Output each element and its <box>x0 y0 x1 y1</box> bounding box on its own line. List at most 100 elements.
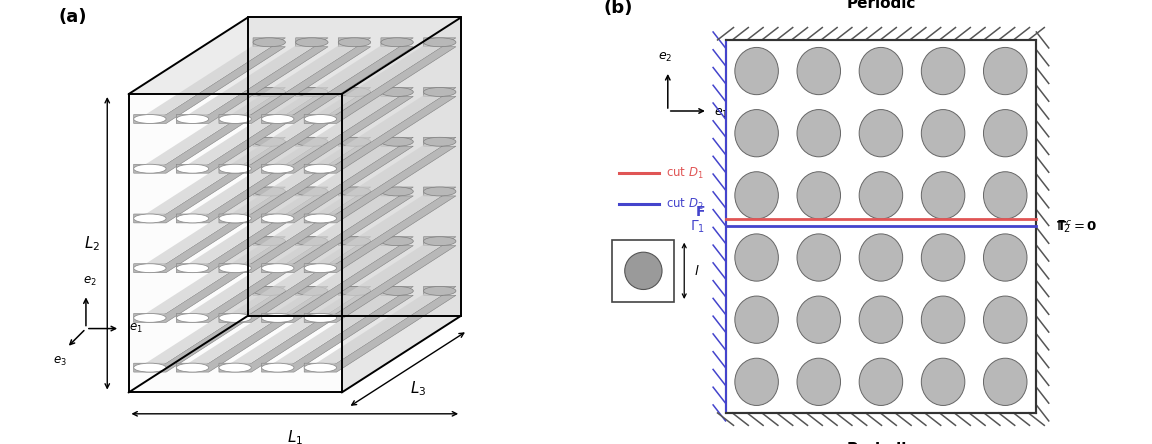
Polygon shape <box>304 187 456 273</box>
Polygon shape <box>219 38 371 123</box>
Polygon shape <box>134 237 286 322</box>
Ellipse shape <box>219 264 251 273</box>
Ellipse shape <box>138 116 161 122</box>
Ellipse shape <box>134 214 166 223</box>
Ellipse shape <box>922 358 965 405</box>
Polygon shape <box>262 187 414 273</box>
Ellipse shape <box>181 216 204 221</box>
Polygon shape <box>304 87 456 173</box>
Ellipse shape <box>219 313 251 322</box>
Polygon shape <box>311 91 449 168</box>
Polygon shape <box>268 91 407 168</box>
Ellipse shape <box>134 115 166 123</box>
Polygon shape <box>311 190 449 267</box>
Polygon shape <box>226 41 364 118</box>
Ellipse shape <box>309 166 332 171</box>
Ellipse shape <box>859 296 903 343</box>
Ellipse shape <box>922 110 965 157</box>
Ellipse shape <box>296 237 328 246</box>
Ellipse shape <box>309 266 332 271</box>
Ellipse shape <box>735 234 779 281</box>
Ellipse shape <box>984 234 1026 281</box>
Ellipse shape <box>309 315 332 321</box>
Ellipse shape <box>339 137 371 146</box>
Ellipse shape <box>859 358 903 405</box>
Ellipse shape <box>134 313 166 322</box>
Ellipse shape <box>984 296 1026 343</box>
Ellipse shape <box>181 266 204 271</box>
Ellipse shape <box>797 234 841 281</box>
Polygon shape <box>262 87 414 173</box>
Text: $e_1$: $e_1$ <box>129 322 143 335</box>
Ellipse shape <box>859 172 903 219</box>
Polygon shape <box>226 91 364 168</box>
Ellipse shape <box>253 286 286 295</box>
Text: $e_2$: $e_2$ <box>83 275 97 288</box>
Ellipse shape <box>381 87 414 96</box>
Ellipse shape <box>381 38 414 47</box>
Ellipse shape <box>176 214 209 223</box>
Polygon shape <box>248 17 461 316</box>
Polygon shape <box>129 17 461 94</box>
Ellipse shape <box>859 48 903 95</box>
Polygon shape <box>134 87 286 173</box>
Polygon shape <box>141 91 279 168</box>
Ellipse shape <box>296 286 328 295</box>
Polygon shape <box>226 240 364 317</box>
Text: $e_2$: $e_2$ <box>659 51 673 64</box>
Polygon shape <box>304 286 456 372</box>
Ellipse shape <box>859 110 903 157</box>
Ellipse shape <box>859 234 903 281</box>
Ellipse shape <box>381 187 414 196</box>
Polygon shape <box>311 240 449 317</box>
Ellipse shape <box>223 365 247 370</box>
Ellipse shape <box>984 110 1026 157</box>
Polygon shape <box>226 141 364 218</box>
Text: $e_1$: $e_1$ <box>714 107 729 120</box>
Ellipse shape <box>735 296 779 343</box>
Ellipse shape <box>134 164 166 173</box>
Polygon shape <box>141 290 279 367</box>
Ellipse shape <box>984 358 1026 405</box>
Ellipse shape <box>304 115 336 123</box>
Polygon shape <box>268 190 407 267</box>
Ellipse shape <box>266 166 289 171</box>
Text: Periodic: Periodic <box>847 0 916 11</box>
Polygon shape <box>134 286 286 372</box>
Ellipse shape <box>922 296 965 343</box>
Ellipse shape <box>304 264 336 273</box>
Ellipse shape <box>624 252 662 289</box>
Polygon shape <box>311 141 449 218</box>
Polygon shape <box>219 237 371 322</box>
Polygon shape <box>342 17 461 392</box>
Polygon shape <box>183 91 321 168</box>
Ellipse shape <box>138 216 161 221</box>
Ellipse shape <box>223 315 247 321</box>
Polygon shape <box>311 290 449 367</box>
Ellipse shape <box>219 363 251 372</box>
Polygon shape <box>176 38 328 123</box>
Polygon shape <box>129 94 342 392</box>
Polygon shape <box>219 286 371 372</box>
Ellipse shape <box>922 172 965 219</box>
Ellipse shape <box>339 38 371 47</box>
Ellipse shape <box>296 38 328 47</box>
Ellipse shape <box>262 363 294 372</box>
Text: $\Gamma_1$: $\Gamma_1$ <box>690 218 705 234</box>
Polygon shape <box>183 290 321 367</box>
Ellipse shape <box>424 237 456 246</box>
Polygon shape <box>176 286 328 372</box>
Ellipse shape <box>984 48 1026 95</box>
Ellipse shape <box>381 286 414 295</box>
Ellipse shape <box>266 266 289 271</box>
Text: $L_3$: $L_3$ <box>410 380 426 398</box>
Polygon shape <box>311 41 449 118</box>
Ellipse shape <box>984 172 1026 219</box>
Ellipse shape <box>296 137 328 146</box>
Ellipse shape <box>253 187 286 196</box>
Bar <box>726 40 1037 413</box>
Ellipse shape <box>797 48 841 95</box>
Polygon shape <box>134 38 286 123</box>
Text: $\Gamma_2$: $\Gamma_2$ <box>1056 218 1071 234</box>
Text: $L_2$: $L_2$ <box>84 234 100 253</box>
